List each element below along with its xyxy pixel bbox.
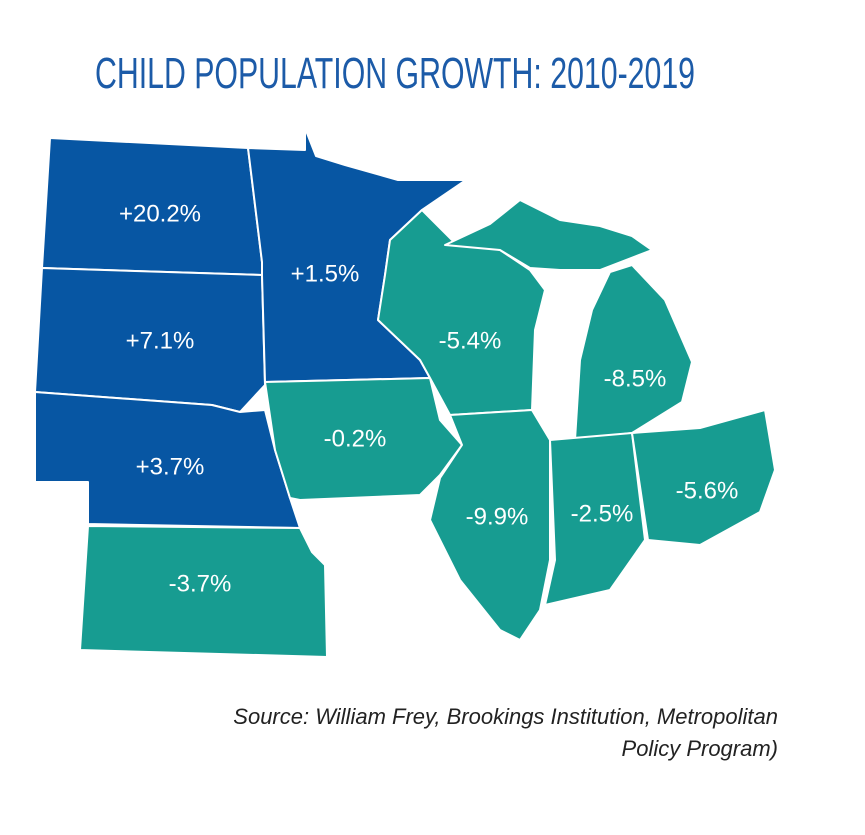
state-label: -5.4% [439, 327, 502, 354]
state [574, 264, 693, 441]
state-label: +1.5% [291, 260, 360, 287]
state-label: -0.2% [324, 425, 387, 452]
state [444, 199, 653, 271]
states [34, 127, 776, 658]
state [79, 525, 328, 658]
state-label: +7.1% [126, 327, 195, 354]
source-line: Source: William Frey, Brookings Institut… [233, 704, 778, 729]
source-line: Policy Program) [622, 736, 778, 761]
state-label: -3.7% [169, 570, 232, 597]
state-label: +3.7% [136, 453, 205, 480]
state-labels: +20.2% +7.1% +3.7% -3.7% +1.5% -0.2% -5.4% -8.5… [119, 200, 738, 597]
state-label: -5.6% [676, 477, 739, 504]
state [429, 409, 551, 641]
state-label: +20.2% [119, 200, 201, 227]
state-label: -8.5% [604, 365, 667, 392]
state [631, 409, 776, 546]
state [264, 377, 463, 501]
state-label: -2.5% [571, 500, 634, 527]
title: CHILD POPULATION GROWTH: 2010-2019 [95, 49, 695, 98]
state-label: -9.9% [466, 503, 529, 530]
